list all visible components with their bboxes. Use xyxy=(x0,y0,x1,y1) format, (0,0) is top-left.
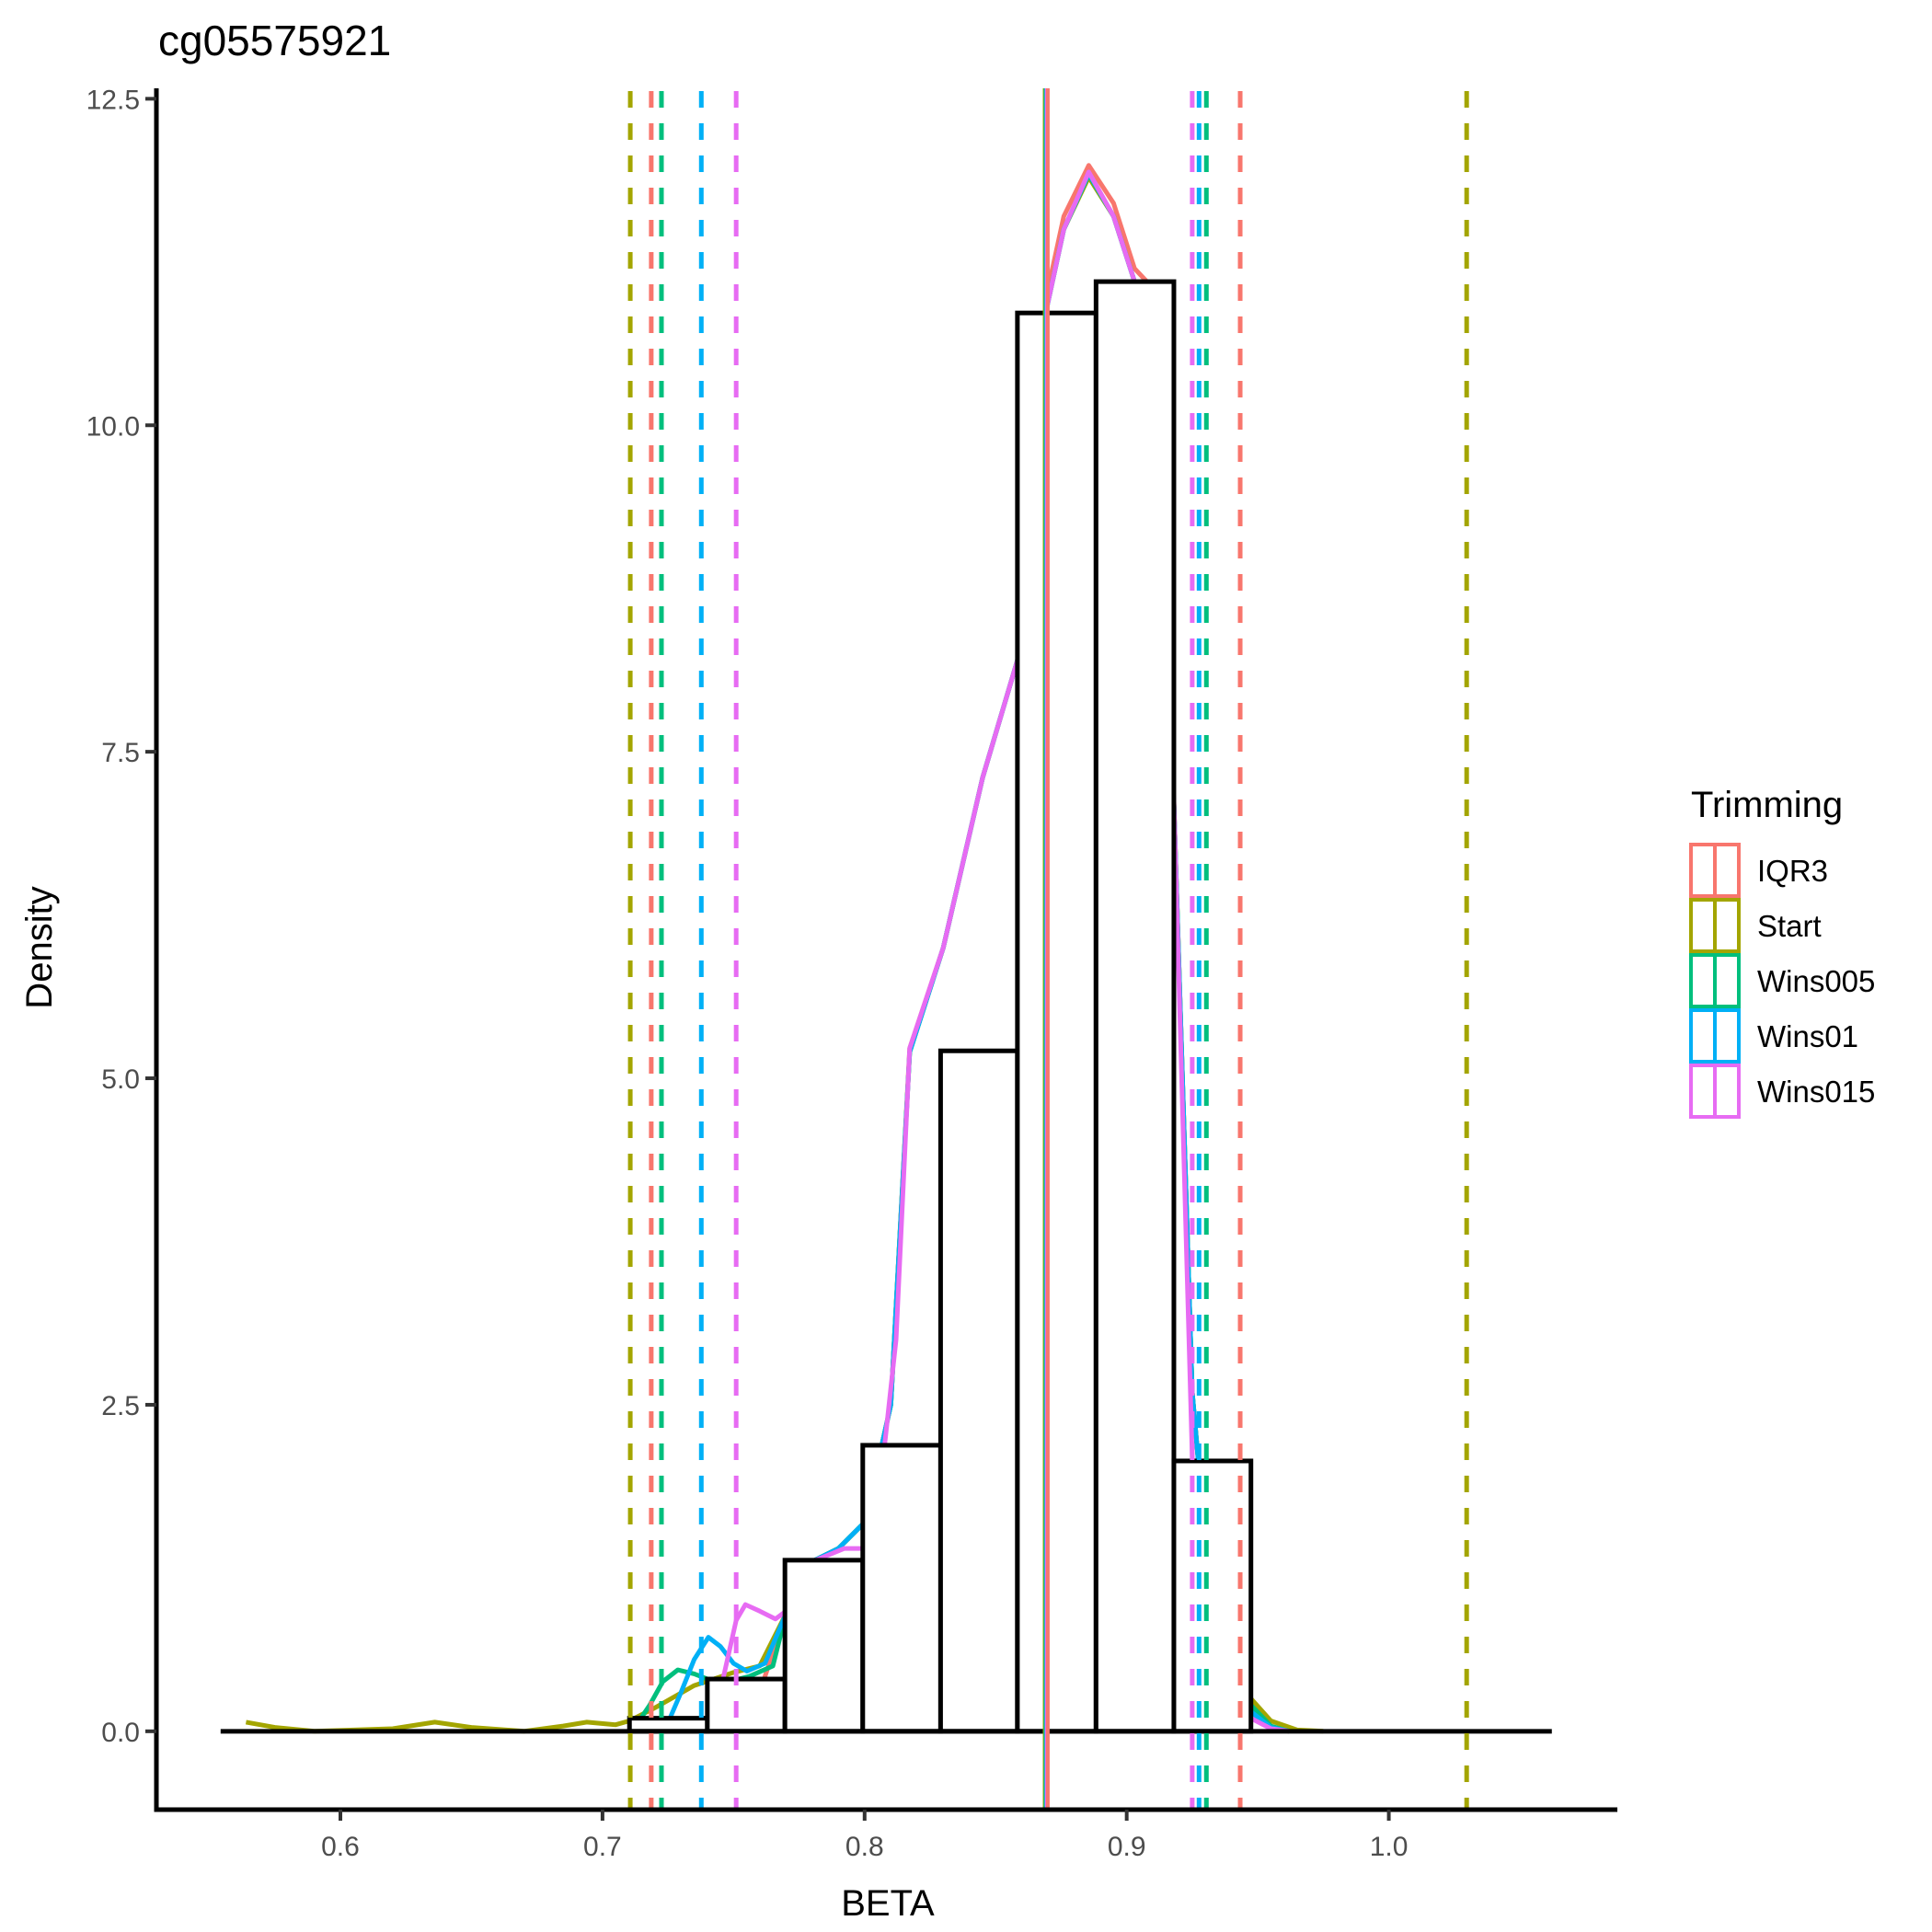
legend-item-iqr3: IQR3 xyxy=(1689,843,1828,898)
y-tick-label: 10.0 xyxy=(86,411,140,442)
histogram-bar xyxy=(782,1558,866,1734)
legend-item-wins015: Wins015 xyxy=(1689,1064,1875,1119)
histogram xyxy=(627,279,1254,1734)
y-tick-label: 7.5 xyxy=(101,738,140,768)
legend-label: Wins01 xyxy=(1757,1019,1858,1053)
legend-item-wins005: Wins005 xyxy=(1689,953,1875,1008)
x-tick-label: 0.6 xyxy=(321,1832,360,1862)
legend-item-wins01: Wins01 xyxy=(1689,1008,1858,1064)
legend-label: Wins005 xyxy=(1757,964,1875,998)
x-tick-label: 0.8 xyxy=(845,1832,884,1862)
y-tick-label: 0.0 xyxy=(101,1718,140,1748)
legend-label: IQR3 xyxy=(1757,854,1828,888)
x-tick-label: 1.0 xyxy=(1370,1832,1409,1862)
cutoff-lines xyxy=(627,88,1469,1810)
histogram-bar xyxy=(705,1676,788,1734)
y-tick-label: 2.5 xyxy=(101,1391,140,1421)
histogram-bar xyxy=(1171,1458,1254,1734)
y-axis-ticks: 0.0 2.5 5.0 7.5 10.0 12.5 xyxy=(86,85,156,1748)
legend-label: Wins015 xyxy=(1757,1075,1875,1109)
legend: Trimming IQR3 Start Wins005 Wins01 Wins015 xyxy=(1689,785,1875,1119)
axes: 0.6 0.7 0.8 0.9 1.0 0.0 2.5 5.0 7.5 10.0 12.5 xyxy=(86,85,1617,1862)
histogram-bar xyxy=(1093,279,1177,1734)
x-tick-label: 0.7 xyxy=(583,1832,622,1862)
plot-panel xyxy=(220,88,1552,1810)
histogram-bar xyxy=(1015,310,1098,1734)
y-tick-label: 5.0 xyxy=(101,1064,140,1095)
x-tick-label: 0.9 xyxy=(1108,1832,1146,1862)
y-axis-title: Density xyxy=(19,886,60,1008)
chart-title: cg05575921 xyxy=(158,17,391,64)
legend-item-start: Start xyxy=(1689,898,1822,953)
legend-title: Trimming xyxy=(1691,785,1843,825)
x-axis-ticks: 0.6 0.7 0.8 0.9 1.0 xyxy=(321,1810,1408,1862)
legend-items: IQR3 Start Wins005 Wins01 Wins015 xyxy=(1689,843,1875,1119)
histogram-bar xyxy=(937,1048,1020,1734)
x-axis-title: BETA xyxy=(841,1883,935,1924)
histogram-bar xyxy=(860,1443,943,1734)
y-tick-label: 12.5 xyxy=(86,85,140,115)
legend-label: Start xyxy=(1757,909,1822,943)
